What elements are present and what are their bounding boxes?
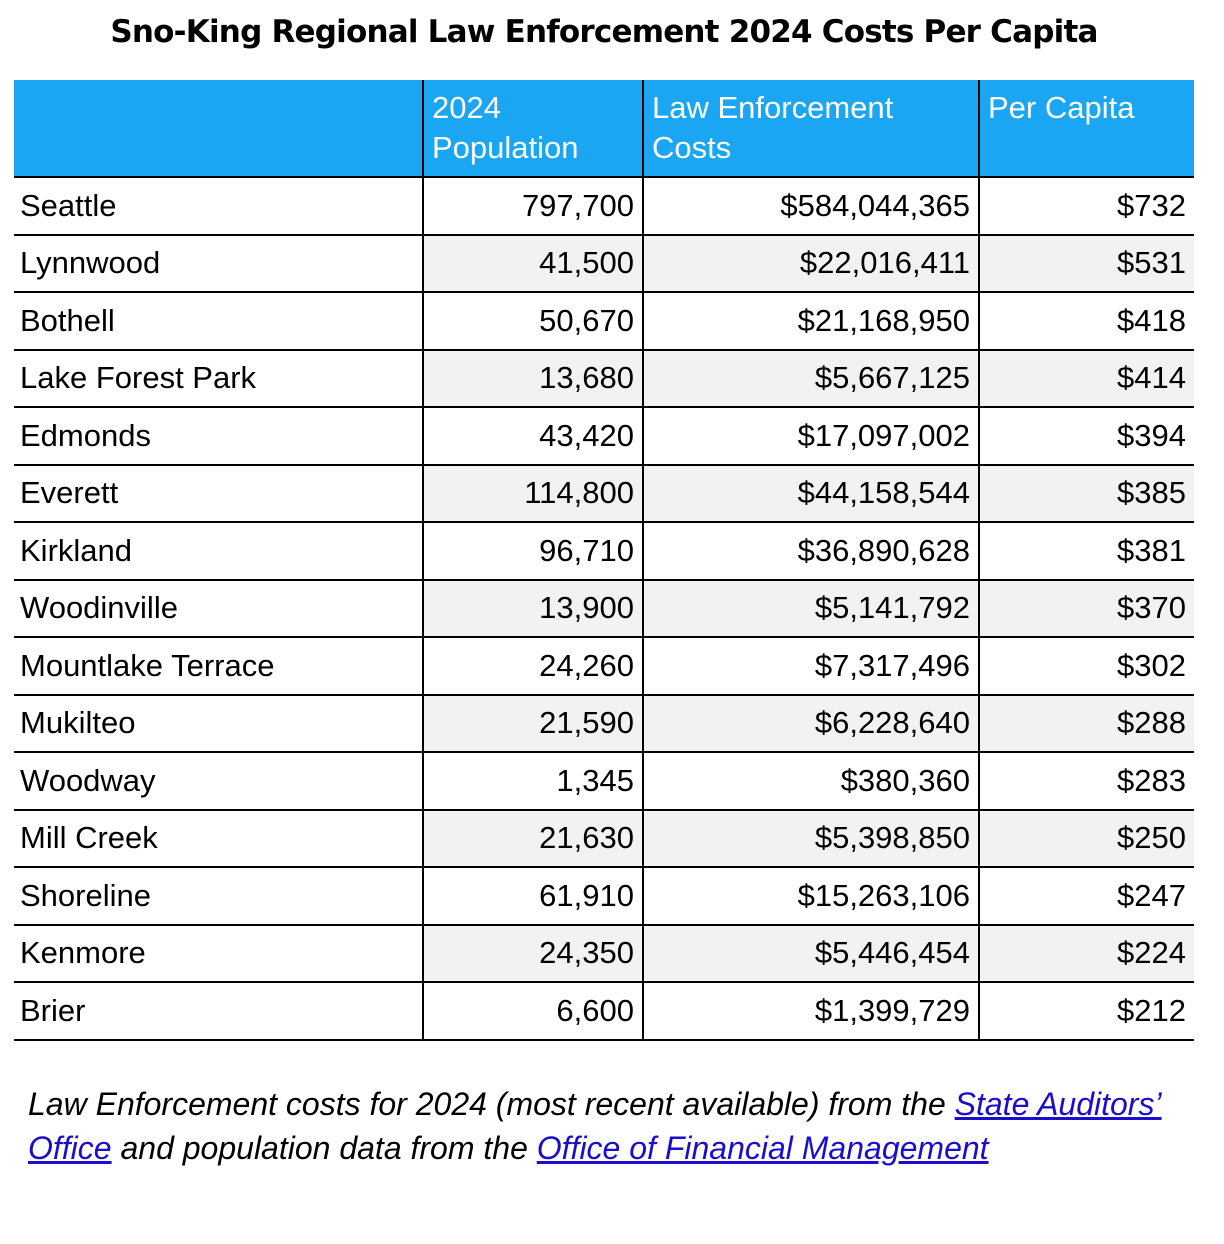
population-cell: 1,345 [422, 752, 643, 811]
costs-cell: $5,141,792 [642, 579, 979, 638]
table-row: Woodinville 13,900 $5,141,792 $370 [14, 579, 1194, 638]
table-row: Mill Creek 21,630 $5,398,850 $250 [14, 809, 1194, 868]
city-cell: Mountlake Terrace [14, 637, 423, 696]
per-capita-cell: $250 [978, 809, 1194, 868]
table-row: Brier 6,600 $1,399,729 $212 [14, 982, 1194, 1041]
office-of-financial-management-link[interactable]: Office of Financial Management [536, 1130, 989, 1166]
population-cell: 61,910 [422, 867, 643, 926]
per-capita-cell: $370 [978, 579, 1194, 638]
per-capita-cell: $224 [978, 924, 1194, 983]
table-row: Bothell 50,670 $21,168,950 $418 [14, 292, 1194, 351]
costs-cell: $44,158,544 [642, 464, 979, 523]
header-population-line2: Population [432, 130, 579, 165]
footnote-text-1: Law Enforcement costs for 2024 (most rec… [28, 1086, 955, 1122]
per-capita-cell: $288 [978, 694, 1194, 753]
city-cell: Kenmore [14, 924, 423, 983]
city-cell: Lynnwood [14, 234, 423, 293]
population-cell: 96,710 [422, 522, 643, 581]
table-header: 2024 Population Law Enforcement Costs Per … [14, 80, 1194, 178]
per-capita-cell: $212 [978, 982, 1194, 1041]
header-row: 2024 Population Law Enforcement Costs Per … [14, 80, 1194, 178]
per-capita-cell: $385 [978, 464, 1194, 523]
per-capita-cell: $247 [978, 867, 1194, 926]
state-auditors-office-link[interactable]: State Auditors’ Office [28, 1086, 1162, 1166]
header-costs-line1: Law Enforcement [652, 90, 894, 125]
source-footnote: Law Enforcement costs for 2024 (most rec… [28, 1082, 1198, 1170]
city-cell: Shoreline [14, 867, 423, 926]
city-cell: Brier [14, 982, 423, 1041]
city-cell: Woodinville [14, 579, 423, 638]
table-body: Seattle 797,700 $584,044,365 $732 Lynnwo… [14, 177, 1194, 1041]
population-cell: 21,630 [422, 809, 643, 868]
per-capita-cost-table: 2024 Population Law Enforcement Costs Per … [14, 80, 1194, 1041]
population-cell: 41,500 [422, 234, 643, 293]
per-capita-cell: $283 [978, 752, 1194, 811]
costs-cell: $7,317,496 [642, 637, 979, 696]
per-capita-cell: $302 [978, 637, 1194, 696]
costs-cell: $21,168,950 [642, 292, 979, 351]
per-capita-cell: $732 [978, 177, 1194, 236]
header-costs-line2: Costs [652, 130, 732, 165]
city-cell: Kirkland [14, 522, 423, 581]
population-cell: 114,800 [422, 464, 643, 523]
per-capita-cell: $381 [978, 522, 1194, 581]
costs-cell: $15,263,106 [642, 867, 979, 926]
header-per-capita: Per Capita [978, 80, 1194, 178]
population-cell: 21,590 [422, 694, 643, 753]
costs-cell: $36,890,628 [642, 522, 979, 581]
table-row: Kirkland 96,710 $36,890,628 $381 [14, 522, 1194, 581]
population-cell: 13,900 [422, 579, 643, 638]
table-row: Everett 114,800 $44,158,544 $385 [14, 464, 1194, 523]
city-cell: Everett [14, 464, 423, 523]
population-cell: 50,670 [422, 292, 643, 351]
per-capita-cell: $418 [978, 292, 1194, 351]
header-population: 2024 Population [422, 80, 643, 178]
table-row: Lynnwood 41,500 $22,016,411 $531 [14, 234, 1194, 293]
city-cell: Woodway [14, 752, 423, 811]
footnote-text-2: and population data from the [111, 1130, 537, 1166]
costs-cell: $5,667,125 [642, 349, 979, 408]
population-cell: 24,350 [422, 924, 643, 983]
costs-cell: $380,360 [642, 752, 979, 811]
per-capita-cell: $531 [978, 234, 1194, 293]
header-costs: Law Enforcement Costs [642, 80, 979, 178]
costs-cell: $22,016,411 [642, 234, 979, 293]
per-capita-cell: $394 [978, 407, 1194, 466]
city-cell: Mill Creek [14, 809, 423, 868]
table-row: Woodway 1,345 $380,360 $283 [14, 752, 1194, 811]
city-cell: Seattle [14, 177, 423, 236]
table-row: Shoreline 61,910 $15,263,106 $247 [14, 867, 1194, 926]
population-cell: 13,680 [422, 349, 643, 408]
costs-cell: $5,446,454 [642, 924, 979, 983]
table-row: Mountlake Terrace 24,260 $7,317,496 $302 [14, 637, 1194, 696]
table-row: Mukilteo 21,590 $6,228,640 $288 [14, 694, 1194, 753]
table-row: Edmonds 43,420 $17,097,002 $394 [14, 407, 1194, 466]
costs-cell: $584,044,365 [642, 177, 979, 236]
table-row: Lake Forest Park 13,680 $5,667,125 $414 [14, 349, 1194, 408]
header-city [14, 80, 423, 178]
population-cell: 24,260 [422, 637, 643, 696]
city-cell: Edmonds [14, 407, 423, 466]
population-cell: 43,420 [422, 407, 643, 466]
population-cell: 6,600 [422, 982, 643, 1041]
costs-cell: $6,228,640 [642, 694, 979, 753]
page-title: Sno-King Regional Law Enforcement 2024 C… [110, 14, 1098, 50]
population-cell: 797,700 [422, 177, 643, 236]
costs-cell: $17,097,002 [642, 407, 979, 466]
table-row: Seattle 797,700 $584,044,365 $732 [14, 177, 1194, 236]
city-cell: Bothell [14, 292, 423, 351]
per-capita-cell: $414 [978, 349, 1194, 408]
city-cell: Lake Forest Park [14, 349, 423, 408]
city-cell: Mukilteo [14, 694, 423, 753]
header-population-line1: 2024 [432, 90, 501, 125]
costs-cell: $1,399,729 [642, 982, 979, 1041]
costs-cell: $5,398,850 [642, 809, 979, 868]
table-row: Kenmore 24,350 $5,446,454 $224 [14, 924, 1194, 983]
